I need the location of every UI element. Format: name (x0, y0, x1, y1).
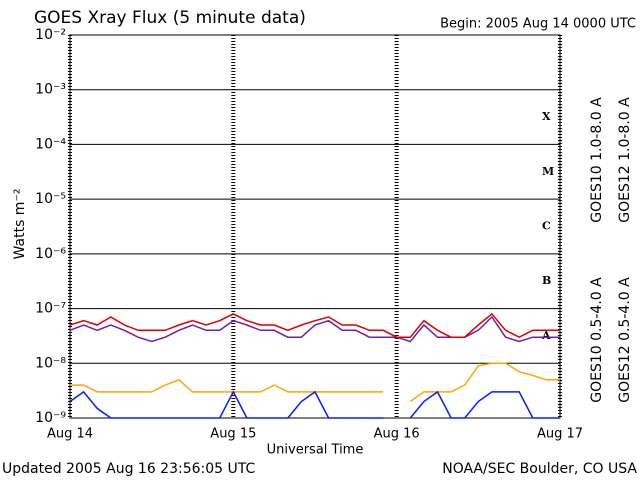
y-tick-label: 10⁻³ (35, 82, 66, 98)
y-axis-label: Watts m⁻² (12, 189, 28, 260)
plot-frame (69, 34, 561, 419)
legend-label: GOES12 0.5-4.0 A (617, 277, 633, 403)
x-tick-label: Aug 15 (210, 427, 256, 442)
x-tick-label: Aug 16 (374, 427, 420, 442)
y-tick-label: 10⁻⁶ (35, 246, 66, 262)
series-line (70, 362, 560, 403)
x-tick-label: Aug 14 (47, 427, 93, 442)
series-line (69, 315, 560, 343)
flare-class: M (542, 165, 554, 178)
footer-left: Updated 2005 Aug 16 23:56:05 UTC (2, 461, 255, 477)
flare-class: B (542, 274, 551, 287)
footer-right: NOAA/SEC Boulder, CO USA (442, 461, 637, 477)
chart-title: GOES Xray Flux (5 minute data) (34, 8, 306, 28)
subtitle: Begin: 2005 Aug 14 0000 UTC (440, 17, 636, 32)
x-tick-label: Aug 17 (537, 427, 583, 442)
y-tick-label: 10⁻⁸ (35, 355, 66, 371)
flare-class: C (542, 220, 551, 233)
flare-class: A (541, 329, 551, 342)
series-line (69, 390, 560, 419)
legend-label: GOES10 0.5-4.0 A (589, 277, 605, 403)
y-tick-label: 10⁻² (35, 27, 66, 43)
x-axis-label: Universal Time (267, 443, 364, 458)
y-tick-label: 10⁻⁹ (35, 410, 66, 426)
legend-label: GOES12 1.0-8.0 A (617, 97, 633, 223)
y-tick-label: 10⁻⁷ (35, 301, 66, 317)
series-line (69, 312, 560, 339)
legend-label: GOES10 1.0-8.0 A (589, 97, 605, 223)
flare-class: X (542, 110, 551, 123)
y-tick-label: 10⁻⁵ (35, 191, 66, 207)
y-tick-label: 10⁻⁴ (35, 136, 66, 152)
